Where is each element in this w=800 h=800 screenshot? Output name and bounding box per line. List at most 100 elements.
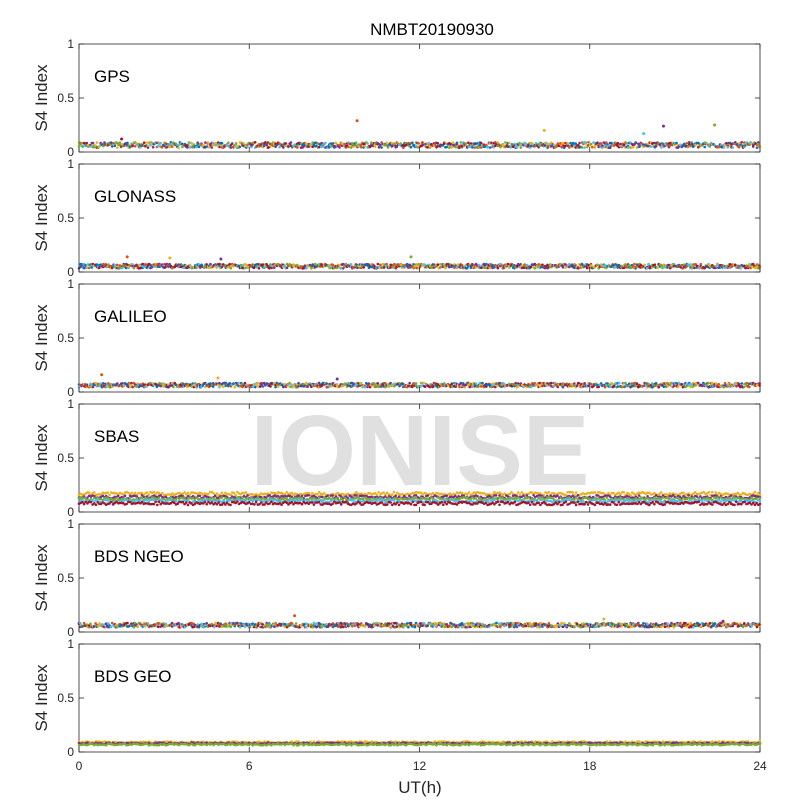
data-point [324,141,327,145]
data-point [310,267,313,270]
data-point [186,503,190,507]
data-point [283,382,286,386]
data-point [577,266,580,269]
data-point [228,262,231,266]
data-point [244,491,248,494]
data-point [238,145,242,149]
outlier-point [713,123,717,127]
data-point [382,266,386,269]
outlier-point [120,137,124,141]
data-point [628,264,631,267]
data-point [596,263,599,267]
data-point [624,263,627,266]
data-point [494,144,497,147]
data-point [422,381,426,385]
data-point [580,146,584,149]
data-point [455,265,459,269]
data-point [411,141,414,144]
data-point [359,146,363,149]
data-point [643,263,646,267]
data-point [232,491,236,495]
data-point [156,503,159,507]
data-point [292,385,295,389]
data-point [144,262,147,266]
data-point [165,145,169,149]
data-point [282,146,285,149]
data-point [469,266,473,270]
data-point [574,142,577,145]
data-point [116,146,119,149]
data-point [311,145,315,149]
panel-label: GLONASS [94,187,176,206]
data-point [385,141,389,144]
data-point [459,382,463,385]
data-point [150,266,154,269]
data-point [351,142,354,145]
data-point [146,146,150,149]
data-point [605,141,608,144]
data-point [703,145,706,149]
data-point [210,146,214,149]
data-point [561,141,565,145]
data-point [556,385,560,389]
data-point [233,145,237,149]
data-point [352,145,355,149]
data-point [251,385,254,389]
data-point [729,494,733,497]
data-point [685,142,689,145]
data-point [121,382,124,385]
data-point [230,142,234,145]
data-point [607,144,611,148]
data-point [207,266,211,270]
data-point [391,266,395,269]
data-point [380,146,383,149]
data-point [126,383,129,387]
data-point [469,142,473,145]
data-point [137,263,141,267]
data-point [251,263,254,266]
data-point [168,262,171,266]
data-point [354,141,358,144]
outlier-point [662,124,665,128]
data-point [82,141,86,145]
data-point [740,141,743,144]
data-point [99,382,102,385]
data-point [311,141,315,144]
data-point [653,141,657,145]
data-point [131,385,134,389]
data-point [734,263,737,267]
data-point [310,143,313,146]
data-point [587,263,590,267]
data-point [631,145,635,149]
data-point [186,146,189,149]
data-point [246,145,249,148]
data-point [218,262,221,266]
data-point [593,491,597,494]
data-point [616,141,620,145]
data-point [748,262,751,266]
data-point [200,263,203,267]
data-point [85,141,88,145]
data-point [592,141,595,144]
data-point [128,498,132,502]
data-point [257,267,261,270]
data-point [758,144,761,148]
data-point [296,146,299,149]
data-point [363,385,367,389]
data-point [82,502,86,506]
data-point [608,385,612,389]
data-point [608,146,612,149]
outlier-point [219,257,223,261]
data-point [227,141,230,144]
data-point [347,145,350,149]
data-point [261,263,265,266]
data-point [349,146,353,149]
data-point [202,266,206,270]
data-point [749,266,752,270]
data-point [234,493,237,497]
data-point [140,496,144,500]
data-point [559,142,562,145]
data-point [183,498,186,502]
data-point [607,491,610,495]
